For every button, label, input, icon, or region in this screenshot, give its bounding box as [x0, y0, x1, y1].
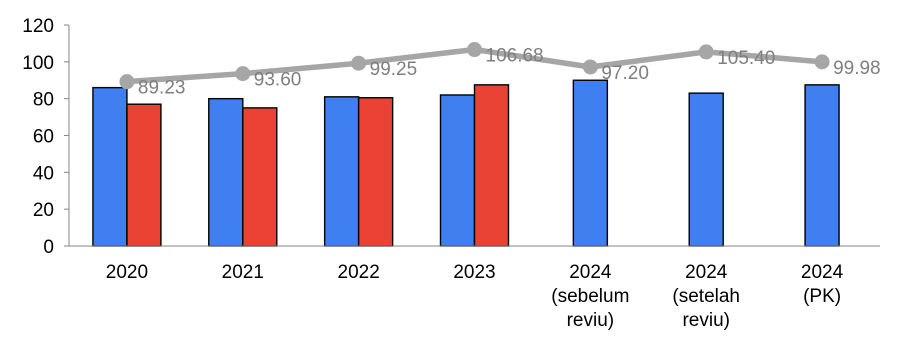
bar-series2-4 — [473, 84, 510, 247]
line-point-5 — [582, 59, 598, 75]
x-tick-label-line: reviu) — [567, 310, 615, 331]
x-tick-label-line: (setelah — [672, 286, 740, 307]
y-tick-label: 0 — [43, 237, 54, 258]
bar-series1-5 — [572, 79, 609, 247]
x-tick-label-line: reviu) — [682, 310, 730, 331]
x-tick-label: 2024 (sebelum reviu) — [551, 262, 629, 331]
x-tick-label-line: 2023 — [453, 262, 495, 283]
x-tick-label-line: 2024 — [569, 262, 612, 283]
y-tick-label: 120 — [22, 16, 54, 37]
bar-series1-1 — [92, 86, 128, 247]
y-axis: 0 20 40 60 80 100 120 — [22, 16, 70, 258]
line-data-label-5: 97.20 — [601, 63, 649, 84]
line-point-3 — [351, 55, 367, 71]
bar-series1-4 — [439, 94, 476, 247]
y-tick-label: 100 — [22, 53, 54, 74]
x-tick-label-line: (PK) — [803, 286, 841, 307]
bars — [92, 79, 840, 247]
x-tick-label: 2022 — [338, 262, 380, 283]
x-tick-label: 2024 (PK) — [801, 262, 844, 307]
x-tick-label: 2020 — [106, 262, 148, 283]
bar-series2-3 — [357, 97, 394, 247]
x-tick-label-line: 2024 — [685, 262, 728, 283]
x-tick-label-line: (sebelum — [551, 286, 629, 307]
bar-series1-2 — [208, 97, 244, 247]
bar-series2-1 — [126, 103, 162, 247]
line-point-1 — [119, 74, 135, 90]
y-tick-label: 20 — [33, 200, 54, 221]
line-data-label-4: 106.68 — [486, 46, 544, 67]
x-tick-label: 2024 (setelah reviu) — [672, 262, 740, 331]
x-tick-label-line: 2024 — [801, 262, 844, 283]
x-tick-label: 2023 — [453, 262, 495, 283]
line-point-6 — [698, 44, 714, 60]
line-data-label-3: 99.25 — [370, 59, 418, 80]
line-point-2 — [235, 66, 251, 82]
line-data-label-1: 89.23 — [138, 78, 186, 99]
bar-series1-6 — [688, 92, 724, 247]
line-series: 89.23 93.60 99.25 106.68 97.20 105.40 99.98 — [119, 42, 881, 99]
x-tick-label-line: 2021 — [222, 262, 264, 283]
line-point-4 — [467, 42, 482, 58]
x-axis: 2020 2021 2022 2023 2024 (sebelum reviu) 2024 (s… — [69, 245, 880, 331]
line-point-7 — [814, 54, 830, 70]
y-tick-label: 40 — [33, 163, 54, 184]
line-data-label-6: 105.40 — [717, 48, 775, 69]
y-tick-label: 80 — [33, 90, 54, 111]
line-data-label-7: 99.98 — [833, 58, 881, 79]
bar-series1-3 — [323, 96, 360, 247]
x-tick-label: 2021 — [222, 262, 264, 283]
bar-series2-2 — [242, 107, 278, 247]
line-data-label-2: 93.60 — [254, 70, 302, 91]
bar-series1-7 — [804, 84, 840, 247]
x-tick-label-line: 2020 — [106, 262, 148, 283]
y-tick-label: 60 — [33, 127, 54, 148]
x-tick-label-line: 2022 — [338, 262, 380, 283]
